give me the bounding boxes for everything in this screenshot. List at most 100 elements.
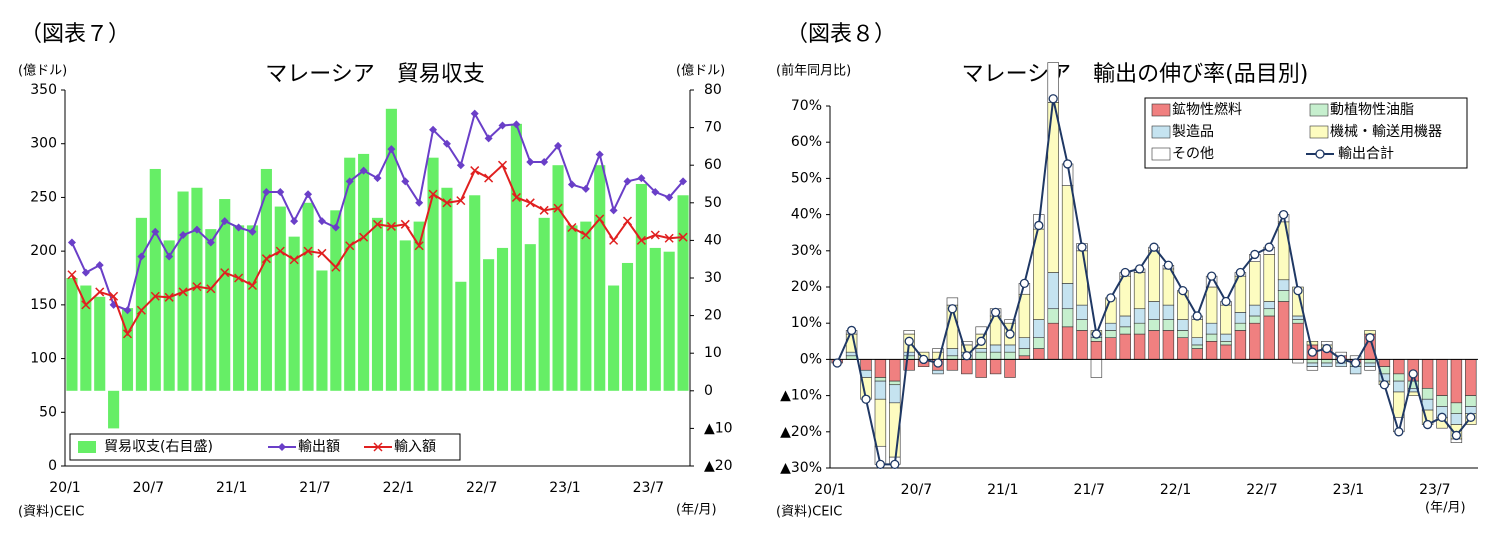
marker [875, 459, 886, 470]
marker [206, 284, 216, 294]
x-tick-label: 21/1 [987, 482, 1018, 498]
x-axis-label: (年/月) [676, 503, 717, 518]
marker [67, 270, 77, 280]
marker [345, 177, 354, 186]
bar [1349, 366, 1362, 375]
y2-tick-label: 60 [704, 157, 722, 173]
legend-swatch [1151, 147, 1171, 161]
bar [1277, 301, 1290, 360]
y-tick-label: 20% [791, 279, 822, 295]
bar [1234, 322, 1247, 331]
bar [219, 199, 231, 391]
x-tick-label: 23/7 [1419, 482, 1450, 498]
bar [1205, 322, 1218, 335]
bar [135, 217, 147, 391]
bar [975, 359, 987, 378]
marker [123, 306, 132, 315]
marker [456, 196, 466, 206]
bar [1321, 359, 1333, 364]
bar [1018, 355, 1031, 360]
bar [874, 398, 887, 447]
bar [1004, 359, 1016, 378]
bar [149, 168, 161, 391]
marker [429, 125, 438, 134]
marker [947, 304, 958, 314]
bar [946, 348, 959, 357]
marker [595, 214, 605, 224]
bar [427, 157, 439, 391]
y-tick-label: ▲30% [780, 460, 822, 476]
marker [990, 307, 1001, 317]
marker [1134, 264, 1145, 274]
marker [289, 255, 299, 265]
y2-tick-label: ▲10 [704, 420, 733, 436]
bar [1119, 333, 1131, 360]
marker [1077, 242, 1087, 252]
bar [1133, 308, 1146, 324]
marker [484, 173, 494, 183]
legend-label: 輸出合計 [1338, 146, 1394, 162]
bar [1119, 315, 1131, 328]
marker [359, 232, 369, 242]
bar [163, 240, 175, 391]
bar [358, 153, 370, 391]
marker [679, 177, 688, 186]
legend-label: 機械・輸送用機器 [1330, 124, 1442, 140]
marker [846, 325, 857, 336]
marker [1350, 358, 1361, 368]
marker [1106, 293, 1116, 303]
marker [1437, 412, 1447, 422]
bar [1018, 348, 1031, 357]
x-tick-label: 21/7 [1073, 482, 1104, 498]
y2-axis-label: (億ドル) [676, 63, 725, 79]
bar [1393, 373, 1405, 382]
marker [95, 287, 105, 297]
marker [278, 443, 286, 451]
legend-swatch [1309, 103, 1329, 117]
x-tick-label: 20/7 [901, 482, 932, 498]
bar [1047, 308, 1059, 324]
marker [164, 292, 174, 302]
marker [372, 219, 383, 229]
marker [442, 198, 452, 208]
legend-label: 鉱物性燃料 [1172, 101, 1242, 118]
y2-tick-label: 0 [704, 383, 713, 399]
bar [1105, 330, 1117, 338]
y-tick-label: 10% [791, 315, 822, 331]
bar [903, 351, 915, 357]
marker [470, 166, 480, 176]
marker [359, 166, 368, 175]
y-tick-label: 60% [791, 134, 822, 150]
bar [1220, 344, 1232, 360]
legend-label: 製造品 [1172, 124, 1214, 140]
bar [1292, 315, 1304, 320]
bar [989, 359, 1002, 375]
marker [442, 139, 451, 148]
marker [636, 235, 646, 245]
bar [385, 108, 397, 391]
bar [1133, 272, 1146, 310]
bar [1177, 337, 1189, 360]
marker [247, 280, 258, 291]
marker [234, 223, 243, 232]
marker [539, 205, 549, 215]
marker [345, 241, 355, 251]
bar [1465, 359, 1477, 396]
bar [1191, 344, 1203, 349]
legend-swatch [1309, 125, 1329, 139]
bar [1076, 319, 1088, 331]
marker [1235, 267, 1246, 278]
y-axis-label: (億ドル) [18, 63, 67, 79]
bar [80, 285, 92, 391]
bar [1162, 304, 1175, 320]
bar [1306, 366, 1319, 371]
marker [1206, 271, 1217, 281]
legend-label: 貿易収支(右目盛) [104, 439, 213, 455]
bar [1364, 362, 1376, 367]
bar [1263, 315, 1275, 360]
x-tick-label: 23/1 [549, 480, 580, 496]
bar [1004, 351, 1016, 360]
bar [932, 369, 944, 375]
bar [1047, 322, 1059, 360]
bar [946, 359, 959, 371]
